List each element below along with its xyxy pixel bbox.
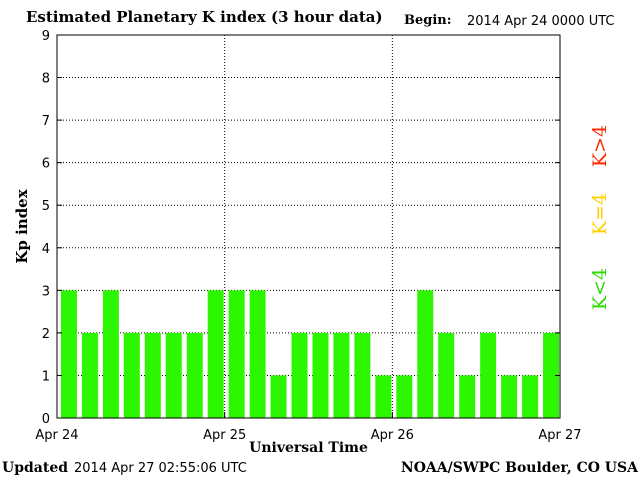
bar — [396, 375, 413, 418]
begin-value: 2014 Apr 24 0000 UTC — [467, 14, 615, 29]
x-tick-label: Apr 27 — [538, 428, 581, 443]
bar — [102, 290, 119, 418]
bar — [543, 332, 559, 418]
bar — [270, 375, 287, 418]
bar — [375, 375, 392, 418]
bar — [123, 332, 140, 418]
bar — [291, 332, 308, 418]
bar — [165, 332, 182, 418]
bar — [249, 290, 266, 418]
bar — [144, 332, 161, 418]
bar — [354, 332, 371, 418]
bar — [501, 375, 518, 418]
y-tick-label: 5 — [42, 199, 50, 214]
bar — [312, 332, 329, 418]
y-tick-label: 2 — [42, 327, 50, 342]
chart-title: Estimated Planetary K index (3 hour data… — [26, 8, 383, 26]
bar — [186, 332, 203, 418]
bar — [207, 290, 224, 418]
bar — [417, 290, 434, 418]
legend-klt4: K<4 — [589, 267, 611, 311]
y-tick-label: 1 — [42, 369, 50, 384]
y-tick-label: 3 — [42, 284, 50, 299]
plot-frame — [56, 34, 561, 419]
bar — [480, 332, 497, 418]
y-tick-label: 0 — [42, 412, 50, 427]
bar — [438, 332, 455, 418]
x-tick-label: Apr 24 — [35, 428, 78, 443]
bar — [333, 332, 350, 418]
legend-keq4: K=4 — [589, 192, 611, 236]
y-tick-label: 7 — [42, 114, 50, 129]
x-axis-label: Universal Time — [249, 440, 368, 456]
bar — [61, 290, 77, 418]
y-tick-label: 4 — [42, 242, 50, 257]
credit-text: NOAA/SWPC Boulder, CO USA — [400, 460, 638, 476]
y-tick-label: 6 — [42, 157, 50, 172]
begin-label: Begin: — [404, 13, 452, 28]
x-tick-label: Apr 25 — [203, 428, 246, 443]
updated-label: Updated — [2, 460, 69, 476]
bar — [228, 290, 245, 418]
bar — [81, 332, 98, 418]
updated-value: 2014 Apr 27 02:55:06 UTC — [74, 461, 247, 476]
bar — [522, 375, 539, 418]
x-tick-label: Apr 26 — [371, 428, 414, 443]
bar — [459, 375, 476, 418]
y-tick-label: 9 — [42, 29, 50, 44]
y-axis-label: Kp index — [13, 188, 31, 263]
y-tick-label: 8 — [42, 72, 50, 87]
